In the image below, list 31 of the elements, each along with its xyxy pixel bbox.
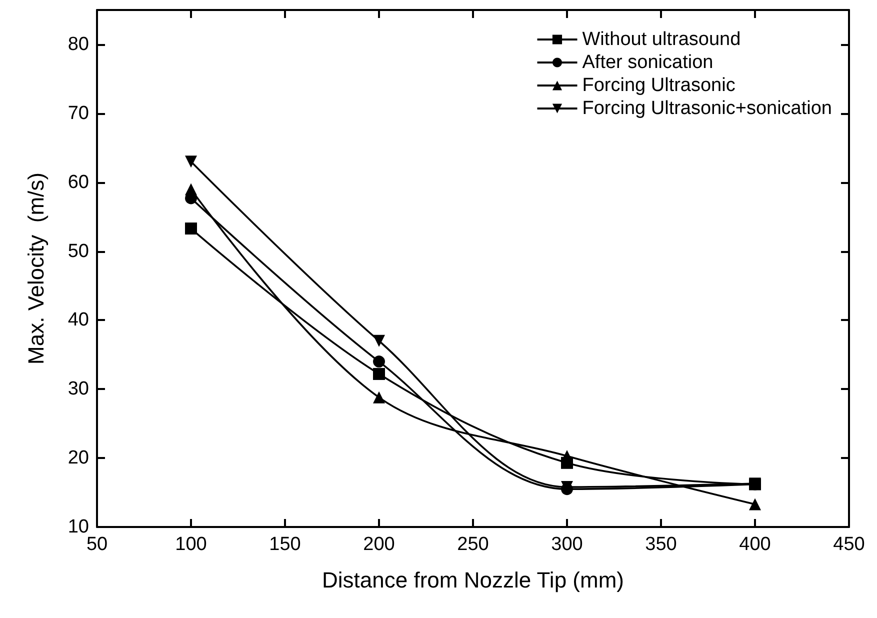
x-tick-label: 200 — [363, 534, 395, 555]
point — [185, 156, 197, 168]
point — [185, 222, 197, 235]
point — [373, 356, 385, 368]
point — [373, 334, 385, 347]
point — [749, 498, 761, 510]
y-tick-label: 20 — [68, 448, 89, 469]
legend-label: Forcing Ultrasonic+sonication — [582, 98, 832, 119]
x-tick-label: 50 — [86, 534, 108, 555]
x-tick-label: 300 — [551, 534, 583, 555]
legend-label: Forcing Ultrasonic — [582, 75, 736, 96]
x-tick-label: 400 — [739, 534, 771, 555]
x-tick-label: 150 — [269, 534, 301, 555]
legend-label: Without ultrasound — [582, 29, 741, 50]
y-tick-label: 10 — [68, 516, 89, 538]
x-tick-label: 100 — [175, 534, 207, 555]
y-tick-label: 70 — [68, 102, 89, 124]
point — [185, 183, 197, 196]
x-tick-label: 250 — [457, 534, 489, 555]
y-tick-label: 60 — [68, 172, 89, 193]
point — [373, 368, 385, 380]
legend-label: After sonication — [582, 52, 714, 73]
y-tick-label: 30 — [68, 378, 89, 400]
x-axis-title: Distance from Nozzle Tip (mm) — [322, 568, 624, 592]
x-tick-label: 350 — [645, 534, 677, 555]
x-tick-label: 450 — [833, 534, 865, 555]
y-axis-title: Max. Velocity (m/s) — [24, 172, 48, 364]
y-tick-label: 80 — [68, 34, 89, 55]
point — [373, 391, 385, 404]
y-tick-label: 50 — [68, 240, 89, 262]
y-tick-label: 40 — [68, 310, 89, 331]
